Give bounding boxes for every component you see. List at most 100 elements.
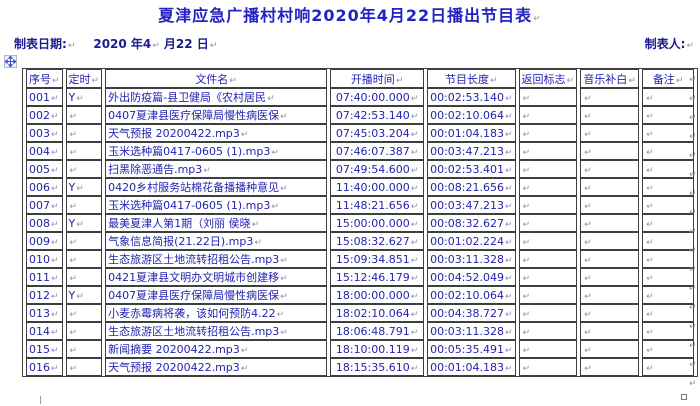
cell-seq: 006↵ [26, 178, 63, 196]
column-header-label: 定时 [68, 72, 91, 86]
paragraph-mark-icon: ↵ [267, 94, 275, 104]
paragraph-mark-icon: ↵ [646, 201, 654, 212]
paragraph-mark-icon: ↵ [646, 183, 654, 194]
paragraph-mark-icon: ↵ [689, 75, 697, 85]
table-row: 005↵ ↵ 扫黑除恶通告.mp3↵ 07:49:54.600↵ 00:02:53.40… [26, 160, 695, 178]
paragraph-mark-icon: ↵ [271, 202, 279, 212]
paragraph-mark-icon: ↵ [584, 273, 592, 284]
date-label: 制表日期: [14, 37, 67, 51]
cell-music_fill: ↵ [580, 88, 640, 106]
cell-return_flag: ↵ [518, 106, 578, 124]
cell-return_flag: ↵ [518, 286, 578, 304]
paragraph-mark-icon: ↵ [689, 322, 697, 332]
cell-return_flag: ↵ [518, 178, 578, 196]
paragraph-mark-icon: ↵ [522, 165, 531, 176]
cell-note: ↵ [642, 106, 695, 124]
paragraph-mark-icon: ↵ [505, 237, 513, 248]
paragraph-mark-icon: ↵ [76, 291, 84, 302]
cell-text: 小麦赤霉病将袭，该如何预防4.22 [108, 307, 276, 320]
paragraph-mark-icon: ↵ [505, 363, 513, 374]
row-end-paragraph-mark-icon: ↵ [688, 297, 700, 316]
paragraph-mark-icon: ↵ [276, 310, 285, 320]
paragraph-mark-icon: ↵ [51, 219, 59, 230]
cell-seq: 007↵ [26, 196, 63, 214]
cell-duration: 00:01:04.183↵ [427, 358, 516, 376]
paragraph-mark-icon: ↵ [69, 345, 78, 356]
table-row: 011↵ ↵ 0421夏津县文明办文明城市创建移↵ 15:12:46.179↵ 00:0… [26, 268, 695, 286]
table-resize-handle[interactable] [681, 394, 687, 400]
cell-note: ↵ [642, 340, 695, 358]
cell-note: ↵ [642, 286, 695, 304]
cell-seq: 003↵ [26, 124, 63, 142]
table-row: 006↵ Y↵ 0420乡村服务站棉花备播播种意见↵ 11:40:00.000↵ 00:… [26, 178, 695, 196]
cell-timed: ↵ [65, 340, 103, 358]
paragraph-mark-icon: ↵ [51, 309, 59, 320]
cell-timed: ↵ [65, 196, 103, 214]
paragraph-mark-icon: ↵ [584, 129, 592, 140]
cell-music_fill: ↵ [580, 124, 640, 142]
paragraph-mark-icon: ↵ [51, 255, 59, 266]
cell-timed: Y↵ [65, 286, 103, 304]
paragraph-mark-icon: ↵ [505, 93, 513, 104]
paragraph-mark-icon: ↵ [76, 219, 84, 230]
table-header: 序号↵ 定时↵ 文件名↵ 开播时间↵ 节目长度↵ 返回标志↵ 音乐补白↵ 备注↵ [26, 69, 695, 88]
paragraph-mark-icon: ↵ [689, 360, 697, 370]
paragraph-mark-icon: ↵ [505, 345, 513, 356]
cell-text: 00:01:04.183 [430, 360, 504, 374]
cell-seq: 002↵ [26, 106, 63, 124]
cell-text: 18:00:00.000 [335, 288, 410, 302]
paragraph-mark-icon: ↵ [646, 129, 654, 140]
cell-timed: ↵ [65, 124, 103, 142]
paragraph-mark-icon: ↵ [689, 284, 697, 294]
row-end-paragraph-mark-icon: ↵ [688, 259, 700, 278]
table-row: 001↵ Y↵ 外出防疫篇-县卫健局《农村居民↵ 07:40:00.000↵ 00:02… [26, 88, 695, 106]
cell-text: 11:40:00.000 [335, 180, 410, 194]
cell-text: 15:00:00.000 [335, 216, 410, 230]
paragraph-mark-icon: ↵ [51, 345, 59, 356]
cell-note: ↵ [642, 304, 695, 322]
cell-timed: ↵ [65, 142, 103, 160]
paragraph-mark-icon: ↵ [533, 14, 542, 24]
table-row: 008↵ Y↵ 最美夏津人第1期（刘丽 侯晓↵ 15:00:00.000↵ 00:08:… [26, 214, 695, 232]
row-end-paragraph-mark-icon: ↵ [688, 240, 700, 259]
cell-text: 002 [29, 108, 50, 122]
paragraph-mark-icon: ↵ [51, 165, 59, 176]
paragraph-mark-icon: ↵ [410, 309, 419, 320]
paragraph-mark-icon: ↵ [76, 183, 84, 194]
row-end-paragraph-mark-icon: ↵ [688, 69, 700, 88]
cell-start_time: 18:06:48.791↵ [330, 322, 425, 340]
cell-return_flag: ↵ [518, 232, 578, 250]
cell-timed: ↵ [65, 106, 103, 124]
paragraph-mark-icon: ↵ [410, 219, 419, 230]
paragraph-mark-icon: ↵ [51, 273, 59, 284]
paragraph-mark-icon: ↵ [51, 93, 59, 104]
paragraph-mark-icon: ↵ [69, 111, 78, 122]
cell-timed: ↵ [65, 232, 103, 250]
column-header-label: 文件名 [195, 72, 229, 86]
cell-timed: ↵ [65, 250, 103, 268]
paragraph-mark-icon: ↵ [689, 132, 697, 142]
paragraph-mark-icon: ↵ [280, 274, 288, 284]
cell-filename: 0407夏津县医疗保障局慢性病医保↵ [105, 286, 328, 304]
cell-text: 00:02:10.064 [430, 288, 504, 302]
cell-text: 0407夏津县医疗保障局慢性病医保 [108, 109, 280, 122]
paragraph-mark-icon: ↵ [689, 341, 697, 351]
cell-return_flag: ↵ [518, 268, 578, 286]
column-header-1: 定时↵ [65, 69, 103, 88]
paragraph-mark-icon: ↵ [410, 363, 419, 374]
row-end-paragraph-mark-icon: ↵ [688, 335, 700, 354]
paragraph-mark-icon: ↵ [689, 94, 697, 104]
cell-music_fill: ↵ [580, 358, 640, 376]
paragraph-mark-icon: ↵ [490, 75, 498, 86]
cell-seq: 014↵ [26, 322, 63, 340]
paragraph-mark-icon: ↵ [52, 75, 60, 86]
column-header-2: 文件名↵ [105, 69, 328, 88]
cell-text: 15:09:34.851 [335, 252, 410, 266]
row-end-paragraph-mark-icon: ↵ [688, 373, 700, 392]
cell-text: 0421夏津县文明办文明城市创建移 [108, 271, 280, 284]
paragraph-mark-icon: ↵ [689, 189, 697, 199]
paragraph-mark-icon: ↵ [522, 219, 531, 230]
table-move-handle[interactable] [4, 55, 17, 68]
table-row: 010↵ ↵ 生态旅游区土地流转招租公告.mp3↵ 15:09:34.851↵ 00:0… [26, 250, 695, 268]
paragraph-mark-icon: ↵ [51, 129, 59, 140]
